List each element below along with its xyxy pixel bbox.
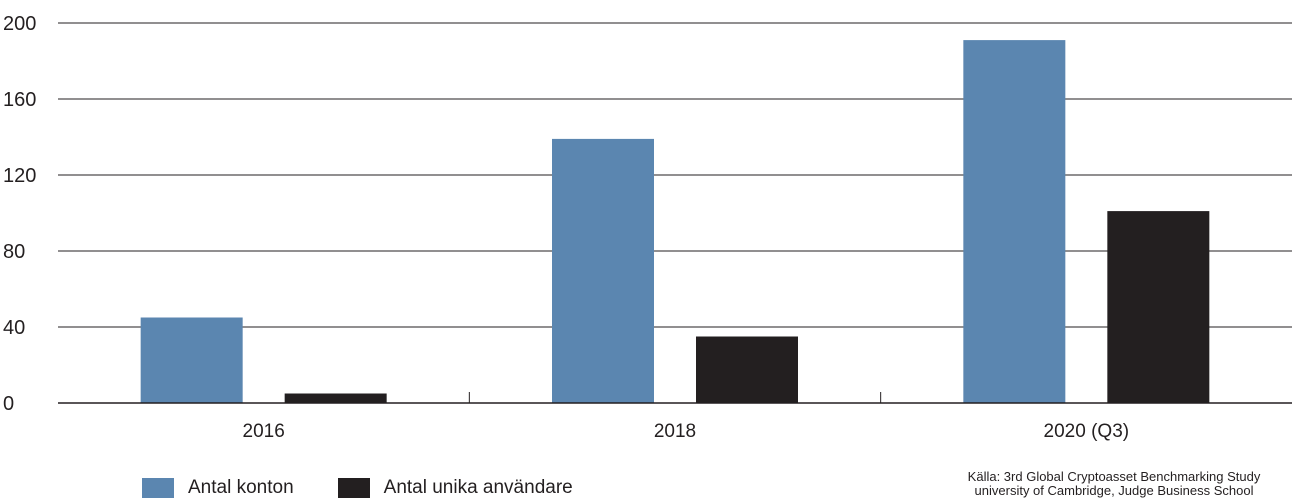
y-tick-label-160: 160 <box>3 89 36 111</box>
y-tick-label-0: 0 <box>3 393 14 415</box>
source-line-1: Källa: 3rd Global Cryptoasset Benchmarki… <box>967 470 1261 484</box>
legend-item-antal-unika-anvandare: Antal unika användare <box>337 477 573 498</box>
y-tick-label-40: 40 <box>3 317 25 339</box>
y-tick-label-200: 200 <box>3 13 36 35</box>
y-tick-label-80: 80 <box>3 241 25 263</box>
legend-swatch-antal-unika-anvandare <box>337 478 370 498</box>
gridlines <box>58 22 1292 328</box>
bar-chart: 0 40 80 120 160 200 2016 2018 2020 (Q3) <box>3 13 1292 442</box>
legend-swatch-antal-konton <box>142 478 174 498</box>
x-axis-tick-labels: 2016 2018 2020 (Q3) <box>243 421 1130 442</box>
source-note: Källa: 3rd Global Cryptoasset Benchmarki… <box>936 470 1292 498</box>
bars <box>140 40 1210 403</box>
legend-label-antal-unika-anvandare: Antal unika användare <box>383 477 573 498</box>
x-axis <box>58 392 1292 404</box>
legend: Antal konton Antal unika användare <box>142 478 617 498</box>
y-tick-label-120: 120 <box>3 165 36 187</box>
bar-antal-unika-anv-ndare-2016 <box>284 393 387 403</box>
bar-antal-konton-2018 <box>552 138 654 403</box>
bar-antal-konton-2016 <box>140 317 243 403</box>
bar-antal-unika-anv-ndare-2018 <box>696 336 798 403</box>
y-axis-tick-labels: 0 40 80 120 160 200 <box>3 13 36 415</box>
x-tick-label-2020-q3-: 2020 (Q3) <box>1044 421 1130 442</box>
bar-antal-unika-anv-ndare-2020-q3- <box>1107 211 1210 403</box>
legend-label-antal-konton: Antal konton <box>188 477 294 498</box>
legend-item-antal-konton: Antal konton <box>142 478 294 498</box>
source-line-2: university of Cambridge, Judge Business … <box>974 483 1254 498</box>
x-tick-label-2016: 2016 <box>243 421 285 442</box>
x-tick-label-2018: 2018 <box>654 421 696 442</box>
bar-antal-konton-2020-q3- <box>963 40 1066 403</box>
